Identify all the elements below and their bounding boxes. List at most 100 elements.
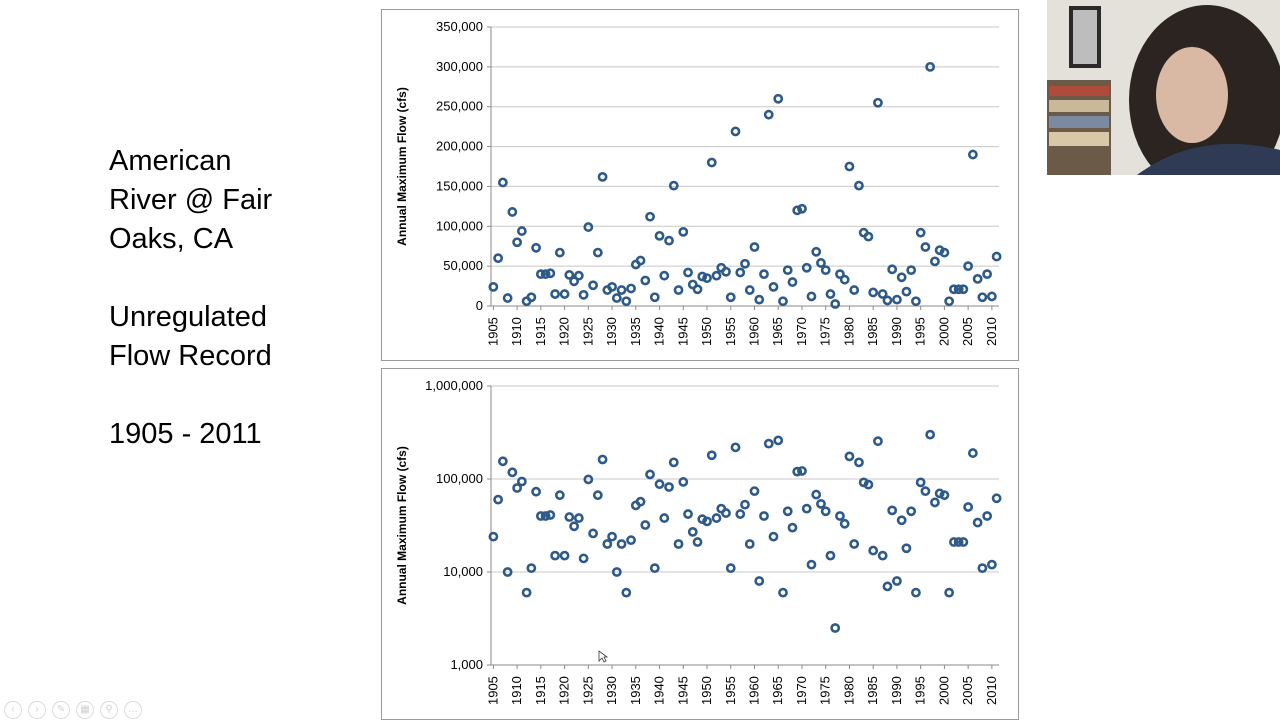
data-point (801, 262, 812, 273)
data-point (925, 61, 936, 72)
data-point (953, 537, 964, 547)
data-point (896, 272, 907, 283)
data-point (825, 550, 836, 561)
data-point (911, 587, 921, 598)
zoom-icon[interactable]: ⚲ (100, 701, 118, 719)
x-tick-label: 1920 (557, 676, 572, 705)
x-tick-label: 2010 (984, 676, 999, 705)
data-point (967, 448, 978, 458)
more-options-icon[interactable]: … (124, 701, 142, 719)
presentation-toolbar[interactable]: ‹ › ✎ ▦ ⚲ … (4, 699, 148, 719)
data-point (573, 513, 584, 523)
data-point (963, 502, 974, 512)
data-point (512, 237, 523, 248)
next-slide-icon[interactable]: › (28, 701, 46, 719)
data-point (678, 226, 689, 237)
data-point (616, 539, 627, 549)
data-point (830, 623, 841, 633)
data-point (744, 285, 755, 295)
data-point (645, 211, 655, 222)
data-point (535, 511, 546, 521)
data-point (763, 438, 774, 449)
pen-icon[interactable]: ✎ (52, 701, 70, 719)
data-point (616, 285, 627, 295)
data-point (540, 269, 551, 280)
data-point (792, 205, 803, 216)
data-point (564, 512, 575, 522)
data-point (545, 268, 556, 279)
data-point (550, 550, 560, 561)
data-point (683, 267, 693, 278)
data-point (502, 293, 513, 303)
data-point (844, 451, 855, 462)
data-point (768, 281, 779, 292)
data-point (706, 450, 717, 461)
y-tick-label: 350,000 (436, 19, 483, 34)
data-point (948, 537, 959, 547)
slide-date-range: 1905 - 2011 (109, 418, 262, 450)
x-tick-label: 1990 (889, 676, 904, 705)
prev-slide-icon[interactable]: ‹ (4, 701, 22, 719)
data-point (502, 567, 513, 577)
data-point (497, 177, 508, 188)
data-point (849, 539, 860, 549)
data-point (930, 497, 940, 508)
data-point (948, 284, 959, 295)
data-point (759, 269, 769, 280)
x-tick-label: 2000 (936, 317, 951, 346)
x-tick-label: 1915 (533, 676, 548, 705)
data-point (702, 273, 712, 283)
x-tick-label: 1905 (485, 317, 500, 346)
data-point (986, 291, 997, 302)
data-point (497, 456, 508, 467)
x-tick-label: 1995 (913, 676, 928, 705)
data-point (873, 97, 883, 108)
log-chart-svg: 1,000 10,000 100,000 1,000,000 1905 1910 1915 1… (395, 378, 1002, 705)
data-point (944, 296, 955, 307)
x-tick-label: 1935 (628, 676, 643, 705)
data-point (882, 295, 893, 306)
data-point (735, 267, 746, 278)
slide-subtitle-line-1: Unregulated (109, 301, 267, 333)
data-point (901, 286, 912, 297)
data-point (531, 486, 542, 497)
data-point (683, 509, 693, 519)
x-tick-label: 1955 (723, 317, 738, 346)
data-point (531, 242, 542, 253)
data-point (982, 269, 993, 280)
data-point (730, 442, 741, 453)
data-point (702, 516, 712, 527)
x-tick-label: 1940 (652, 676, 667, 705)
x-tick-label: 1925 (580, 676, 595, 705)
data-point (958, 284, 969, 295)
data-point (835, 269, 845, 280)
x-tick-label: 1940 (652, 317, 667, 346)
data-point (953, 284, 964, 295)
data-point (811, 489, 822, 500)
data-point (645, 469, 655, 480)
data-point (930, 256, 940, 267)
data-point (488, 531, 499, 542)
x-tick-label: 1920 (557, 317, 572, 346)
data-point (877, 289, 888, 299)
data-point (773, 93, 784, 104)
x-tick-label: 1935 (628, 317, 643, 346)
data-point (906, 506, 917, 517)
y-axis-title: Annual Maximum Flow (cfs) (395, 446, 409, 605)
y-tick-label: 150,000 (436, 178, 483, 193)
slides-grid-icon[interactable]: ▦ (76, 701, 94, 719)
y-tick-label: 50,000 (443, 258, 483, 273)
data-point (545, 510, 556, 520)
data-point (721, 508, 731, 518)
data-point (887, 264, 898, 275)
x-tick-label: 1960 (746, 317, 761, 346)
data-point (749, 242, 760, 252)
data-point (797, 466, 807, 476)
data-point (759, 511, 769, 521)
data-point (521, 587, 532, 598)
data-point (640, 275, 651, 286)
data-point (773, 435, 784, 446)
data-point (664, 235, 674, 246)
data-point (659, 513, 670, 523)
data-point (778, 296, 788, 307)
